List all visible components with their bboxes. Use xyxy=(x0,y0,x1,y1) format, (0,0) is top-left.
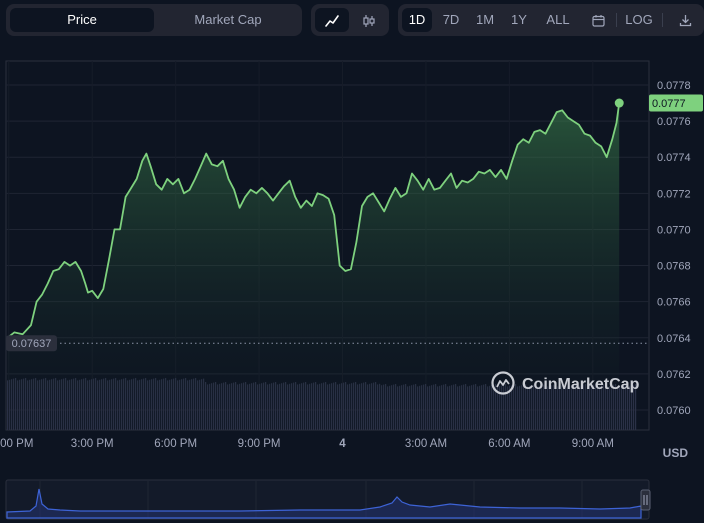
x-axis: 12:00 PM 3:00 PM 6:00 PM 9:00 PM 4 3:00 AM 6:0… xyxy=(0,438,614,450)
toolbar-divider xyxy=(662,13,663,27)
line-chart-button[interactable] xyxy=(315,8,349,32)
volume-bar xyxy=(623,384,625,430)
chart-toolbar: Price Market Cap 1D 7D 1M 1Y ALL xyxy=(6,4,704,36)
y-tick-label: 0.0770 xyxy=(657,224,691,236)
navigator-handle[interactable] xyxy=(640,489,651,511)
y-tick-label: 0.0768 xyxy=(657,261,691,273)
x-tick-label: 4 xyxy=(339,438,346,450)
candlestick-chart-button[interactable] xyxy=(353,8,385,32)
y-tick-label: 0.0760 xyxy=(657,405,691,417)
volume-bar xyxy=(635,384,637,430)
candlestick-icon xyxy=(363,14,375,27)
x-tick-label: 3:00 PM xyxy=(71,438,114,450)
timeframe-toggle: 1D 7D 1M 1Y ALL LOG xyxy=(398,4,704,36)
last-price-dot xyxy=(614,98,624,108)
chart-type-toggle xyxy=(311,4,389,36)
timeframe-1y-button[interactable]: 1Y xyxy=(511,12,527,27)
current-price-badge xyxy=(649,94,703,112)
timeframe-1d-button[interactable]: 1D xyxy=(402,8,432,32)
price-line xyxy=(6,102,621,339)
x-tick-label: 9:00 PM xyxy=(238,438,281,450)
x-tick-label: 6:00 AM xyxy=(488,438,530,450)
y-tick-label: 0.0766 xyxy=(657,297,691,309)
watermark-text: CoinMarketCap xyxy=(522,376,640,393)
log-scale-button[interactable]: LOG xyxy=(625,12,653,27)
coinmarketcap-logo-icon xyxy=(491,371,515,395)
volume-bar xyxy=(629,385,631,430)
volume-bar xyxy=(633,384,635,430)
x-tick-label: 9:00 AM xyxy=(572,438,614,450)
y-axis: 0.0778 0.0776 0.0774 0.0772 0.0770 0.0768 0.07… xyxy=(657,80,691,417)
currency-label: USD xyxy=(663,446,689,460)
navigator-line xyxy=(6,488,642,519)
x-tick-label: 3:00 AM xyxy=(405,438,447,450)
y-tick-label: 0.0762 xyxy=(657,369,691,381)
timeframe-7d-button[interactable]: 7D xyxy=(442,12,460,27)
volume-bar xyxy=(619,385,621,430)
x-tick-label: 6:00 PM xyxy=(154,438,197,450)
y-tick-label: 0.0772 xyxy=(657,188,691,200)
volume-bar xyxy=(621,385,623,430)
volume-bar xyxy=(625,384,627,430)
open-price-badge xyxy=(6,335,57,352)
timeframe-all-button[interactable]: ALL xyxy=(546,12,570,27)
current-price-label: 0.0777 xyxy=(652,98,686,110)
calendar-icon xyxy=(591,15,605,27)
y-tick-label: 0.0778 xyxy=(657,80,691,92)
download-button[interactable] xyxy=(670,8,700,32)
line-chart-icon xyxy=(325,14,339,27)
x-tick-label: 12:00 PM xyxy=(0,438,33,450)
y-tick-label: 0.0764 xyxy=(657,333,691,345)
open-price-label: 0.07637 xyxy=(12,338,52,350)
y-tick-label: 0.0776 xyxy=(657,116,691,128)
price-area xyxy=(7,103,620,430)
volume-bar xyxy=(627,386,629,430)
volume-bar xyxy=(631,385,633,430)
download-icon xyxy=(679,15,691,27)
date-range-button[interactable] xyxy=(584,8,612,32)
y-tick-label: 0.0774 xyxy=(657,152,691,164)
watermark: CoinMarketCap xyxy=(491,371,640,395)
timeframe-1m-button[interactable]: 1M xyxy=(475,12,495,27)
price-tab[interactable]: Price xyxy=(10,8,154,32)
metric-toggle: Price Market Cap xyxy=(6,4,302,36)
market-cap-tab[interactable]: Market Cap xyxy=(194,12,262,27)
toolbar-divider xyxy=(616,13,617,27)
